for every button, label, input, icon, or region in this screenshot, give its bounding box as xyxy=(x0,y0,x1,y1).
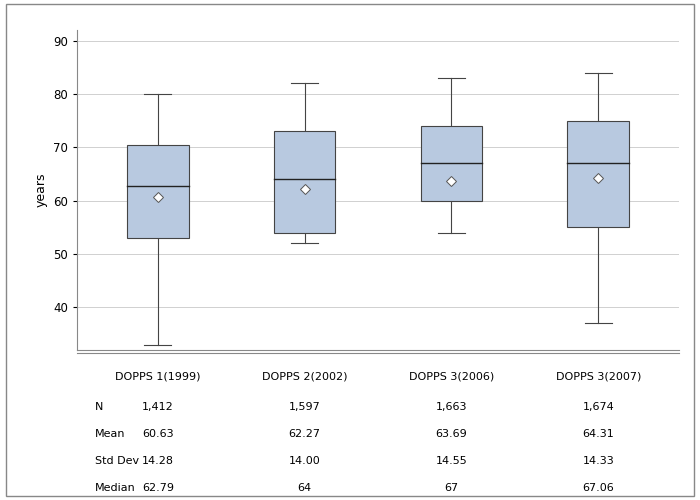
Text: Std Dev: Std Dev xyxy=(95,456,139,466)
Bar xyxy=(421,126,482,200)
Text: N: N xyxy=(95,402,104,412)
Text: 1,674: 1,674 xyxy=(582,402,614,412)
Text: 14.00: 14.00 xyxy=(288,456,321,466)
Text: 1,412: 1,412 xyxy=(142,402,174,412)
Text: DOPPS 3(2006): DOPPS 3(2006) xyxy=(409,371,494,381)
Text: 1,663: 1,663 xyxy=(435,402,467,412)
Text: 63.69: 63.69 xyxy=(435,429,468,440)
Text: 62.27: 62.27 xyxy=(288,429,321,440)
Text: 64.31: 64.31 xyxy=(582,429,614,440)
Y-axis label: years: years xyxy=(34,173,48,207)
Bar xyxy=(274,132,335,232)
Text: Mean: Mean xyxy=(95,429,125,440)
Bar xyxy=(127,144,188,238)
Bar xyxy=(568,120,629,228)
Text: 62.79: 62.79 xyxy=(142,483,174,493)
Text: 67.06: 67.06 xyxy=(582,483,614,493)
Text: 1,597: 1,597 xyxy=(288,402,321,412)
Text: 67: 67 xyxy=(444,483,458,493)
Text: Median: Median xyxy=(95,483,136,493)
Text: 14.33: 14.33 xyxy=(582,456,614,466)
Text: 60.63: 60.63 xyxy=(142,429,174,440)
Text: 64: 64 xyxy=(298,483,312,493)
Text: DOPPS 2(2002): DOPPS 2(2002) xyxy=(262,371,347,381)
Text: DOPPS 3(2007): DOPPS 3(2007) xyxy=(556,371,641,381)
Text: 14.55: 14.55 xyxy=(435,456,468,466)
Text: DOPPS 1(1999): DOPPS 1(1999) xyxy=(115,371,200,381)
Text: 14.28: 14.28 xyxy=(142,456,174,466)
